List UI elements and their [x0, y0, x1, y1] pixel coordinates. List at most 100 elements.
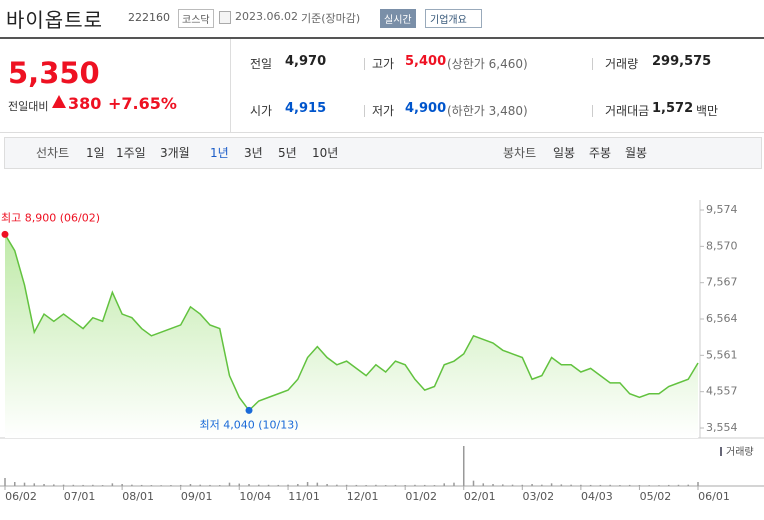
- volume-bar: [482, 483, 485, 486]
- x-tick-label: 06/02: [5, 490, 37, 503]
- stock-name: 바이옵트로: [6, 8, 103, 32]
- volume-bar: [384, 485, 387, 486]
- period-tab[interactable]: 3년: [244, 146, 263, 160]
- y-tick-label: 8,570: [706, 239, 738, 252]
- volume-bar: [628, 484, 631, 486]
- tab-label: 선차트: [36, 146, 70, 160]
- volume-bar: [287, 484, 289, 486]
- stat-value: 4,900: [405, 101, 447, 116]
- company-button[interactable]: 기업개요: [425, 9, 482, 28]
- volume-bar: [326, 484, 328, 486]
- period-tab[interactable]: 1주일: [116, 146, 146, 160]
- change: 380: [68, 94, 102, 113]
- period-tab[interactable]: 1년: [210, 146, 229, 160]
- volume-bar: [150, 485, 153, 486]
- volume-bar: [316, 482, 319, 486]
- volume-bar: [179, 484, 182, 486]
- min-label: 최저 4,040 (10/13): [200, 418, 299, 431]
- stat-extra: (하한가 3,480): [447, 104, 528, 118]
- volume-bar: [111, 483, 114, 486]
- stat-sep: [364, 58, 365, 70]
- period-tab[interactable]: 1일: [86, 146, 105, 160]
- quote-box: [0, 39, 764, 133]
- volume-bar: [502, 484, 504, 486]
- x-tick-label: 02/01: [464, 490, 496, 503]
- tab-label: 봉차트: [503, 146, 537, 160]
- stat-label: 시가: [250, 104, 273, 118]
- y-tick-label: 9,574: [706, 203, 738, 216]
- stat-value: 299,575: [652, 54, 712, 69]
- volume-bar: [462, 446, 465, 486]
- volume-bar: [443, 483, 445, 486]
- volume-legend: 거래량: [726, 446, 754, 458]
- volume-bar: [248, 484, 250, 486]
- volume-bar: [160, 485, 162, 486]
- volume-bar: [277, 484, 280, 486]
- stat-sep: [592, 105, 593, 117]
- max-marker: [1, 230, 9, 238]
- volume-bar: [658, 485, 660, 486]
- volume-bar: [541, 484, 543, 486]
- volume-bar: [101, 485, 104, 486]
- candle-tab[interactable]: 주봉: [589, 146, 612, 160]
- x-tick-label: 04/03: [581, 490, 613, 503]
- x-tick-label: 09/01: [181, 490, 213, 503]
- volume-bar: [355, 484, 358, 486]
- x-tick-label: 03/02: [522, 490, 554, 503]
- volume-bar: [589, 484, 592, 486]
- period-tab[interactable]: 3개월: [160, 146, 190, 160]
- volume-bar: [121, 484, 123, 486]
- volume-bar: [23, 482, 26, 486]
- min-marker: [245, 406, 253, 414]
- stock-code: 222160: [128, 11, 170, 24]
- stat-value: 5,400: [405, 54, 447, 69]
- x-tick-label: 01/02: [405, 490, 437, 503]
- price: 5,350: [8, 56, 100, 90]
- volume-bar: [414, 484, 416, 486]
- realtime-badge[interactable]: 실시간: [380, 9, 416, 28]
- date: 2023.06.02: [235, 10, 298, 23]
- calendar-icon: [219, 11, 231, 24]
- y-tick-label: 5,561: [706, 348, 738, 361]
- volume-bar: [687, 484, 689, 486]
- volume-bar: [619, 485, 621, 486]
- volume-bar: [170, 485, 172, 486]
- divider: [230, 39, 231, 132]
- stat-unit: 백만: [696, 104, 719, 118]
- candle-tab[interactable]: 일봉: [553, 146, 576, 160]
- volume-bar: [394, 484, 397, 486]
- volume-bar: [433, 485, 436, 486]
- volume-bar: [82, 484, 84, 486]
- y-tick-label: 3,554: [706, 421, 738, 434]
- stat-label: 고가: [372, 57, 395, 71]
- stat-sep: [364, 105, 365, 117]
- x-tick-label: 08/01: [122, 490, 154, 503]
- price-line: [4, 234, 699, 412]
- stat-label: 저가: [372, 104, 395, 118]
- x-tick-label: 06/01: [698, 490, 730, 503]
- volume-bar: [4, 478, 6, 486]
- volume-bar: [492, 484, 494, 486]
- candle-tab[interactable]: 월봉: [625, 146, 648, 160]
- market-badge: 코스닥: [178, 9, 214, 28]
- period-tab[interactable]: 5년: [278, 146, 297, 160]
- volume-bar: [423, 484, 426, 486]
- period-tab[interactable]: 10년: [312, 146, 339, 160]
- stat-label: 전일: [250, 57, 273, 71]
- y-tick-label: 7,567: [706, 276, 738, 289]
- volume-bar: [297, 484, 299, 486]
- volume-bar: [638, 485, 641, 486]
- volume-bar: [258, 484, 260, 486]
- volume-bar: [375, 484, 377, 486]
- y-tick-label: 6,564: [706, 312, 738, 325]
- volume-bar: [560, 484, 563, 486]
- volume-bar: [62, 484, 65, 486]
- volume-bar: [599, 484, 602, 486]
- percent: +7.65%: [108, 94, 177, 113]
- volume-bar: [209, 484, 211, 486]
- volume-bar: [521, 484, 524, 486]
- x-tick-label: 12/01: [347, 490, 379, 503]
- tab-bar: [4, 137, 762, 169]
- volume-bar: [306, 482, 309, 486]
